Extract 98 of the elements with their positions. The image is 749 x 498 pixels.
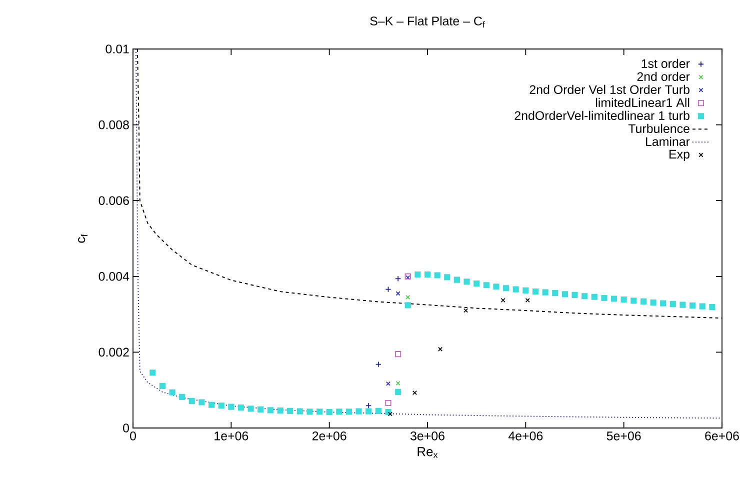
y-tick-label: 0.002: [98, 348, 129, 357]
point: [610, 296, 618, 302]
legend-label: Turbulence: [628, 124, 690, 134]
legend-label: Exp: [670, 150, 690, 162]
point: [218, 402, 224, 409]
point: [525, 298, 530, 303]
point: [601, 294, 608, 302]
y-tick-label: 0: [123, 424, 129, 432]
legend-label: 1st order: [642, 58, 690, 68]
point: [562, 291, 568, 298]
point: [412, 390, 418, 396]
point: [208, 402, 215, 408]
point: [150, 370, 156, 376]
point: [582, 293, 588, 300]
point: [287, 408, 294, 414]
point: [424, 271, 431, 278]
point: [296, 408, 303, 414]
point: [396, 291, 400, 296]
point: [385, 286, 392, 292]
point: [404, 302, 411, 308]
chart-title: S–K – Flat Plate – C$_{f}$: [370, 16, 485, 28]
point: [512, 286, 519, 292]
point: [277, 408, 284, 414]
point: [630, 298, 637, 304]
point: [375, 408, 382, 414]
point: [434, 272, 440, 278]
point: [188, 398, 195, 404]
point: [670, 301, 676, 308]
x-tick-label: 4e+06: [508, 432, 543, 440]
point: [198, 399, 205, 406]
point: [386, 381, 391, 386]
y-tick-label: 0.01: [106, 44, 129, 54]
point: [388, 412, 392, 416]
point: [385, 400, 392, 406]
y-tick-label: 0.004: [98, 272, 130, 281]
point: [238, 404, 244, 411]
point: [650, 300, 656, 306]
legend-label: limitedLinear1 All: [596, 98, 690, 108]
x-tick-label: 2e+06: [312, 432, 346, 440]
point: [572, 292, 578, 298]
point: [306, 408, 313, 415]
point: [366, 408, 372, 414]
y-tick-label: 0.006: [98, 196, 129, 206]
x-tick-label: 5e+06: [606, 432, 641, 440]
point: [326, 409, 332, 416]
point: [699, 303, 706, 310]
point: [522, 287, 529, 294]
point: [395, 276, 402, 282]
point: [179, 394, 186, 400]
point: [680, 302, 686, 308]
point: [552, 290, 558, 296]
point: [500, 298, 506, 303]
point: [228, 404, 234, 410]
point: [464, 278, 470, 285]
point: [454, 276, 460, 283]
point: [542, 289, 548, 296]
point: [336, 408, 342, 415]
y-axis-title: c$_{f}$: [78, 234, 88, 243]
legend-label: 2nd Order Vel 1st Order Turb: [530, 84, 690, 94]
point: [375, 361, 382, 368]
point: [395, 351, 402, 358]
legend-label: 2ndOrderVel-limitedlinear 1 turb: [514, 110, 690, 120]
point: [620, 296, 627, 303]
x-axis-title: Re$_{x}$: [418, 447, 438, 458]
point: [414, 271, 421, 278]
point: [660, 300, 666, 306]
point: [438, 346, 443, 352]
point: [316, 408, 323, 415]
point: [169, 389, 176, 396]
legend-label: 2nd order: [637, 72, 690, 82]
point: [356, 408, 362, 414]
legend-label: Laminar: [646, 136, 690, 146]
point: [346, 408, 352, 415]
x-tick-label: 0: [130, 432, 136, 440]
point: [532, 288, 539, 295]
point: [258, 406, 264, 412]
point: [591, 294, 598, 300]
point: [464, 308, 468, 313]
point: [493, 284, 500, 290]
point: [502, 285, 510, 292]
x-tick-label: 6e+06: [705, 432, 739, 440]
x-tick-label: 3e+06: [410, 432, 444, 440]
point: [159, 382, 166, 389]
point: [474, 280, 480, 287]
x-tick-label: 1e+06: [214, 432, 248, 440]
point: [366, 402, 372, 409]
line-series: [135, 48, 722, 419]
point: [690, 302, 696, 309]
point: [483, 282, 490, 288]
point: [640, 298, 647, 304]
y-tick-label: 0.008: [98, 120, 129, 130]
point: [396, 380, 400, 386]
point: [267, 407, 274, 414]
point: [709, 304, 716, 310]
point: [248, 406, 254, 412]
point: [406, 294, 410, 300]
point: [395, 388, 402, 396]
point: [444, 274, 450, 280]
